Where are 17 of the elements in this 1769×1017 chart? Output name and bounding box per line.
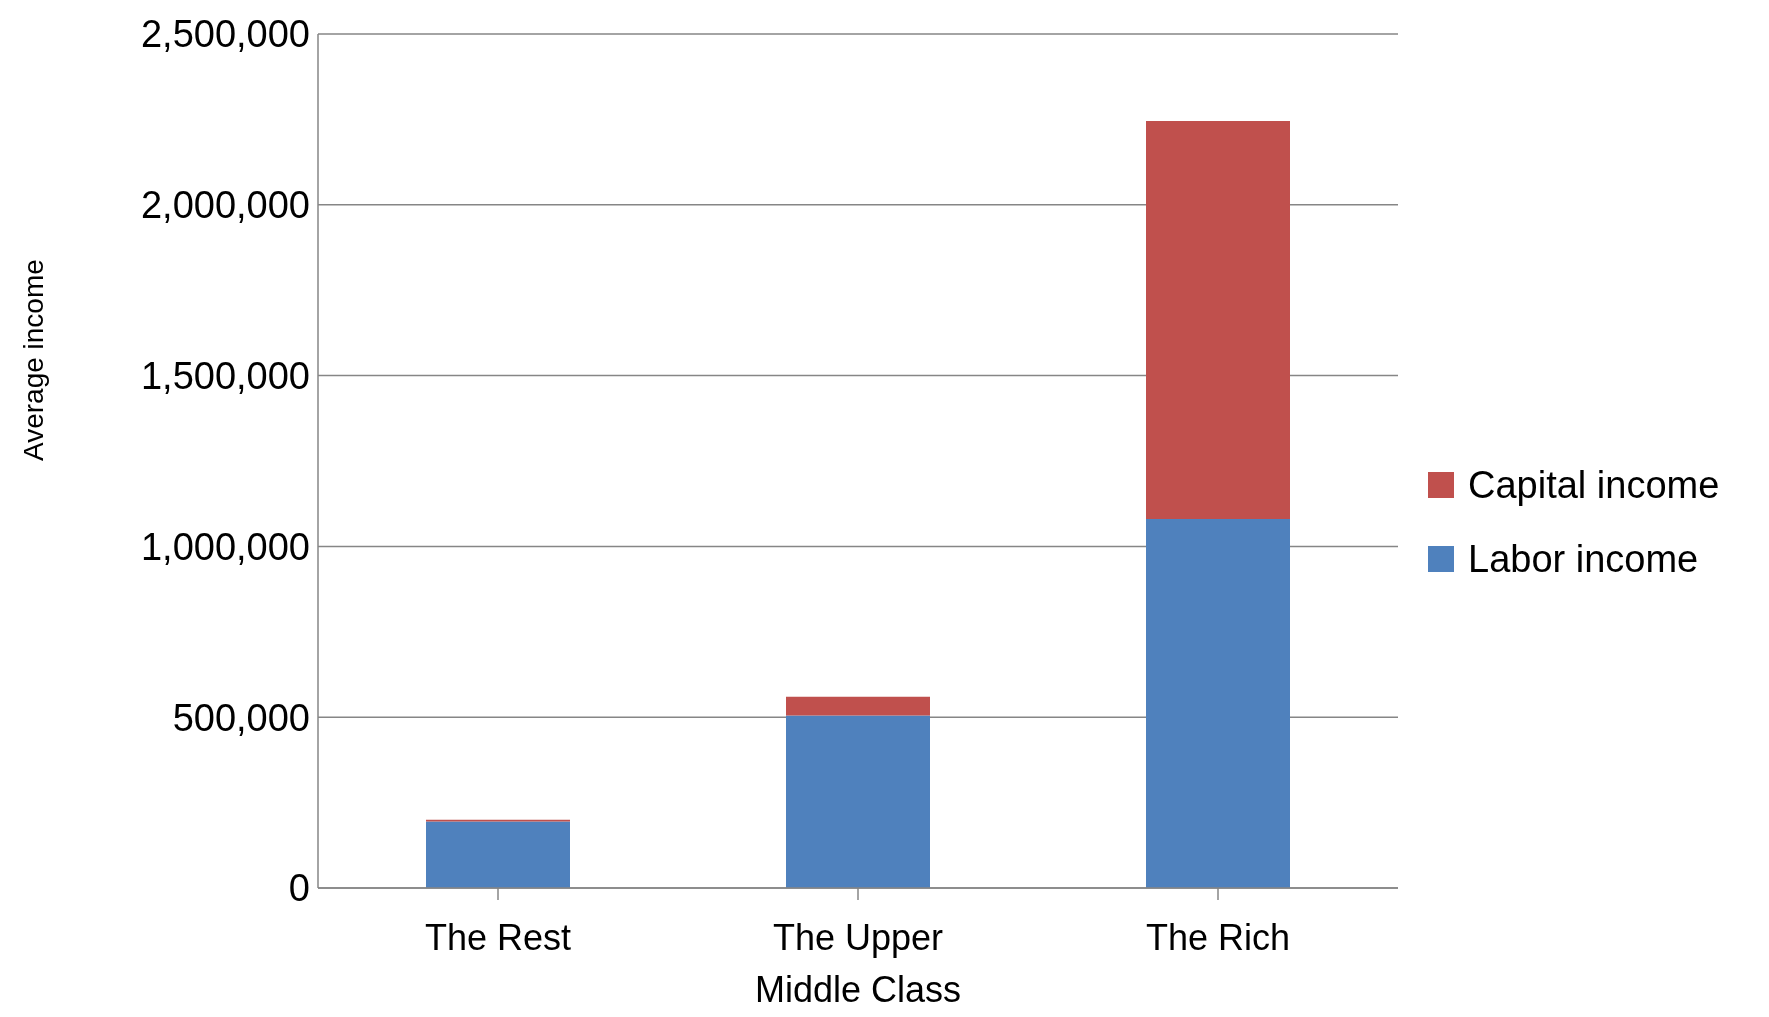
x-tick-label: The Rich: [1145, 917, 1291, 958]
legend-label: Labor income: [1468, 537, 1699, 581]
y-tick-label: 2,500,000: [140, 13, 310, 56]
bar: [786, 715, 930, 888]
bar: [1146, 519, 1290, 888]
bar: [426, 821, 570, 888]
bar: [1146, 121, 1290, 520]
x-tick-label: The Upper Middle Class: [754, 917, 962, 1010]
bar: [786, 696, 930, 716]
legend-label: Capital income: [1468, 463, 1720, 507]
y-tick-label: 0: [288, 867, 310, 910]
x-tick-label: The Rest: [424, 917, 572, 958]
y-tick-label: 1,000,000: [140, 525, 310, 568]
y-tick-label: 500,000: [172, 696, 310, 739]
y-tick-label: 1,500,000: [140, 355, 310, 398]
y-axis-title: Average income: [17, 259, 49, 461]
y-tick-label: 2,000,000: [140, 184, 310, 227]
